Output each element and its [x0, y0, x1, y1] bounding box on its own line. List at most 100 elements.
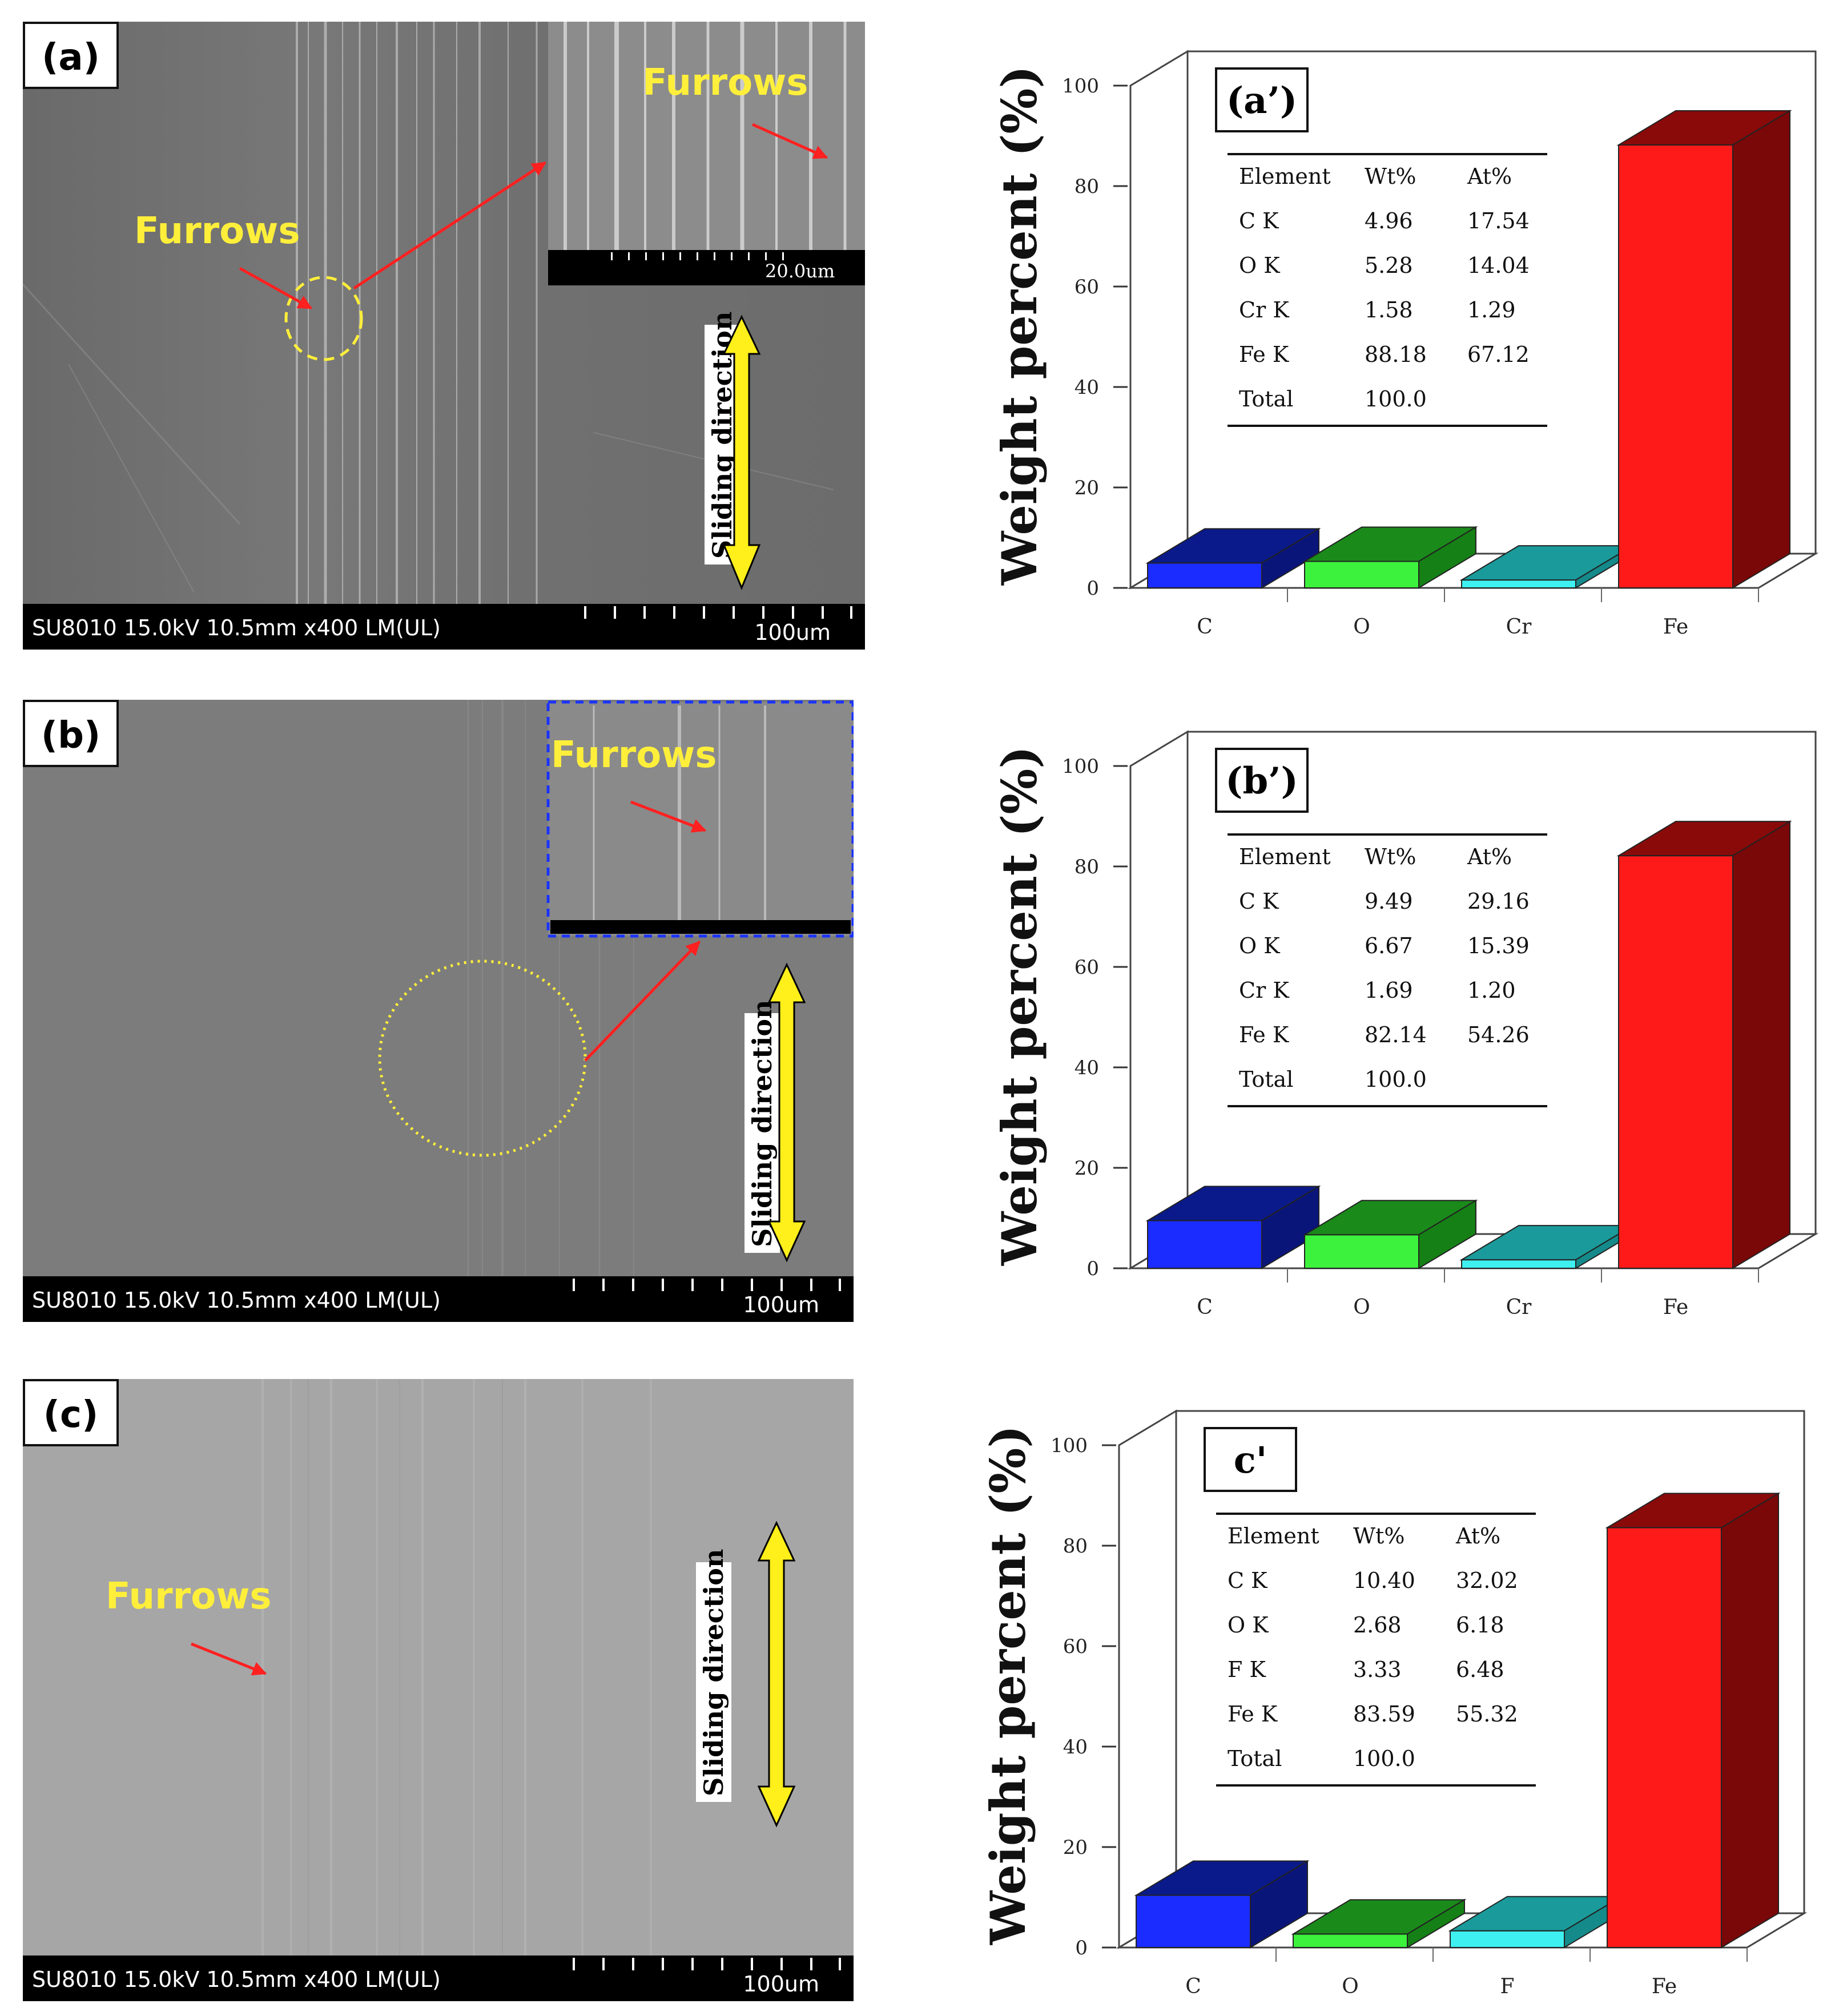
chart-panel-label: c' — [1234, 1439, 1267, 1482]
table-cell: 14.04 — [1467, 253, 1530, 278]
table-cell: 5.28 — [1365, 253, 1413, 278]
sem-panel-c: (c) Furrows Sliding direction SU8010 15.… — [23, 1379, 854, 2001]
table-cell: 83.59 — [1353, 1701, 1415, 1727]
x-tick-label: C — [1185, 1975, 1201, 1998]
table-cell: 3.33 — [1353, 1657, 1402, 1682]
table-cell: Total — [1239, 1067, 1293, 1092]
bar-C — [1134, 1860, 1310, 1949]
table-header: At% — [1467, 164, 1512, 189]
inset-scale-a: 20.0um — [765, 260, 835, 282]
table-cell: Cr K — [1239, 978, 1289, 1003]
table-cell: 15.39 — [1467, 933, 1530, 958]
bar-Fe — [1616, 110, 1792, 589]
table-header: At% — [1467, 844, 1512, 869]
table-cell: 100.0 — [1365, 1067, 1427, 1092]
table-cell: O K — [1239, 933, 1280, 958]
eds-chart-a: 0 20 40 60 80 100 Weight percent (%) C O Cr Fe (a’)… — [991, 50, 1819, 639]
table-cell: 1.69 — [1365, 978, 1413, 1003]
bar-front — [1607, 1527, 1722, 1948]
table-cell: 1.29 — [1467, 297, 1516, 322]
table-header: At% — [1455, 1523, 1500, 1549]
sem-scale-text-b: 100um — [743, 1292, 819, 1317]
chart-panel-label-box — [1204, 1427, 1297, 1492]
scale-ticks-c — [573, 1958, 841, 1975]
sem-info-text-a: SU8010 15.0kV 10.5mm x400 LM(UL) — [32, 615, 441, 640]
y-tick-label: 20 — [1075, 1157, 1099, 1180]
x-tick-label: C — [1197, 1296, 1213, 1319]
bar-front — [1461, 1259, 1576, 1269]
sem-image-a: 20.0um (a) Furrows Furrows Sliding direc… — [23, 22, 865, 650]
chart-panel-label-box — [1215, 748, 1309, 813]
bar-front — [1461, 579, 1576, 589]
eds-chart-c: 0 20 40 60 80 100 Weight percent (%) C O F Fe c' Ele… — [980, 1409, 1808, 1998]
bar-side — [1418, 1199, 1476, 1269]
x-tick-label: C — [1197, 615, 1213, 639]
y-tick-label: 40 — [1075, 1057, 1099, 1079]
table-cell: C K — [1239, 889, 1279, 914]
sem-info-bar-a: SU8010 15.0kV 10.5mm x400 LM(UL) 100um — [23, 604, 865, 650]
panel-label-c: (c) — [23, 1379, 119, 1446]
y-tick-label: 20 — [1075, 477, 1099, 499]
chart-panel-label-box — [1215, 67, 1309, 132]
x-tick-label: F — [1500, 1975, 1515, 1998]
table-cell: 88.18 — [1365, 342, 1427, 367]
table-header: Element — [1228, 1523, 1319, 1549]
y-tick-label: 100 — [1062, 755, 1099, 778]
table-cell: O K — [1228, 1612, 1269, 1638]
bar-front — [1147, 562, 1262, 588]
chart-panel-label: (a’) — [1226, 79, 1297, 122]
table-cell: Fe K — [1228, 1701, 1278, 1727]
table-cell: 1.20 — [1467, 978, 1516, 1003]
sem-info-text-b: SU8010 15.0kV 10.5mm x400 LM(UL) — [32, 1288, 441, 1313]
x-tick-label: O — [1353, 615, 1370, 639]
table-cell: Total — [1239, 386, 1293, 412]
table-cell: 6.48 — [1456, 1657, 1504, 1682]
sem-texture-b — [23, 700, 854, 1322]
left-wall — [1129, 730, 1189, 1270]
bar-side — [1407, 1898, 1465, 1949]
table-header: Wt% — [1365, 844, 1416, 869]
x-tick-label: Cr — [1506, 615, 1532, 639]
table-cell: 67.12 — [1467, 342, 1530, 367]
bar-Fe — [1605, 1492, 1781, 1949]
table-cell: 2.68 — [1353, 1612, 1402, 1638]
sem-info-bar-c: SU8010 15.0kV 10.5mm x400 LM(UL) 100um — [23, 1955, 854, 2001]
sem-info-bar-b: SU8010 15.0kV 10.5mm x400 LM(UL) 100um — [23, 1276, 854, 1322]
table-cell: F K — [1228, 1657, 1266, 1682]
table-cell: 100.0 — [1365, 386, 1427, 412]
table-cell: C K — [1228, 1568, 1267, 1593]
table-cell: 10.40 — [1353, 1568, 1415, 1593]
panel-label-b: (b) — [23, 700, 119, 767]
bar-Fe — [1616, 820, 1792, 1269]
y-tick-label: 100 — [1062, 75, 1099, 98]
bar-front — [1304, 561, 1419, 589]
table-cell: Fe K — [1239, 342, 1289, 367]
eds-chart-b: 0 20 40 60 80 100 Weight percent (%) C O Cr Fe (b’)… — [991, 730, 1819, 1319]
sem-panel-a: 20.0um (a) Furrows Furrows Sliding direc… — [23, 22, 865, 650]
bar-front — [1136, 1894, 1251, 1948]
y-axis-label: Weight percent (%) — [991, 66, 1048, 586]
furrows-label-a-main: Furrows — [134, 210, 300, 252]
y-axis-label: Weight percent (%) — [991, 746, 1048, 1266]
furrows-label-b-inset: Furrows — [551, 734, 717, 776]
x-tick-label: Fe — [1652, 1975, 1677, 1998]
y-tick-label: 80 — [1063, 1535, 1088, 1558]
bar-side — [1732, 820, 1790, 1269]
x-tick-label: Fe — [1663, 615, 1688, 639]
scale-ticks-b — [573, 1279, 841, 1296]
table-cell: 1.58 — [1365, 297, 1413, 322]
bar-front — [1304, 1234, 1419, 1269]
table-cell: 100.0 — [1353, 1746, 1415, 1771]
sliding-direction-label-a: Sliding direction — [705, 312, 740, 565]
y-tick-label: 0 — [1086, 1257, 1099, 1280]
table-header: Element — [1239, 164, 1331, 189]
sem-panel-b: (b) Furrows Sliding direction SU8010 15.… — [23, 700, 854, 1322]
sem-scale-text-a: 100um — [754, 620, 831, 645]
y-tick-label: 60 — [1075, 276, 1099, 299]
bar-side — [1250, 1860, 1308, 1949]
sliding-direction-label-b: Sliding direction — [745, 1000, 780, 1253]
bar-front — [1618, 144, 1733, 589]
table-cell: 9.49 — [1365, 889, 1413, 914]
bar-C — [1145, 1185, 1321, 1269]
bar-side — [1721, 1492, 1779, 1949]
